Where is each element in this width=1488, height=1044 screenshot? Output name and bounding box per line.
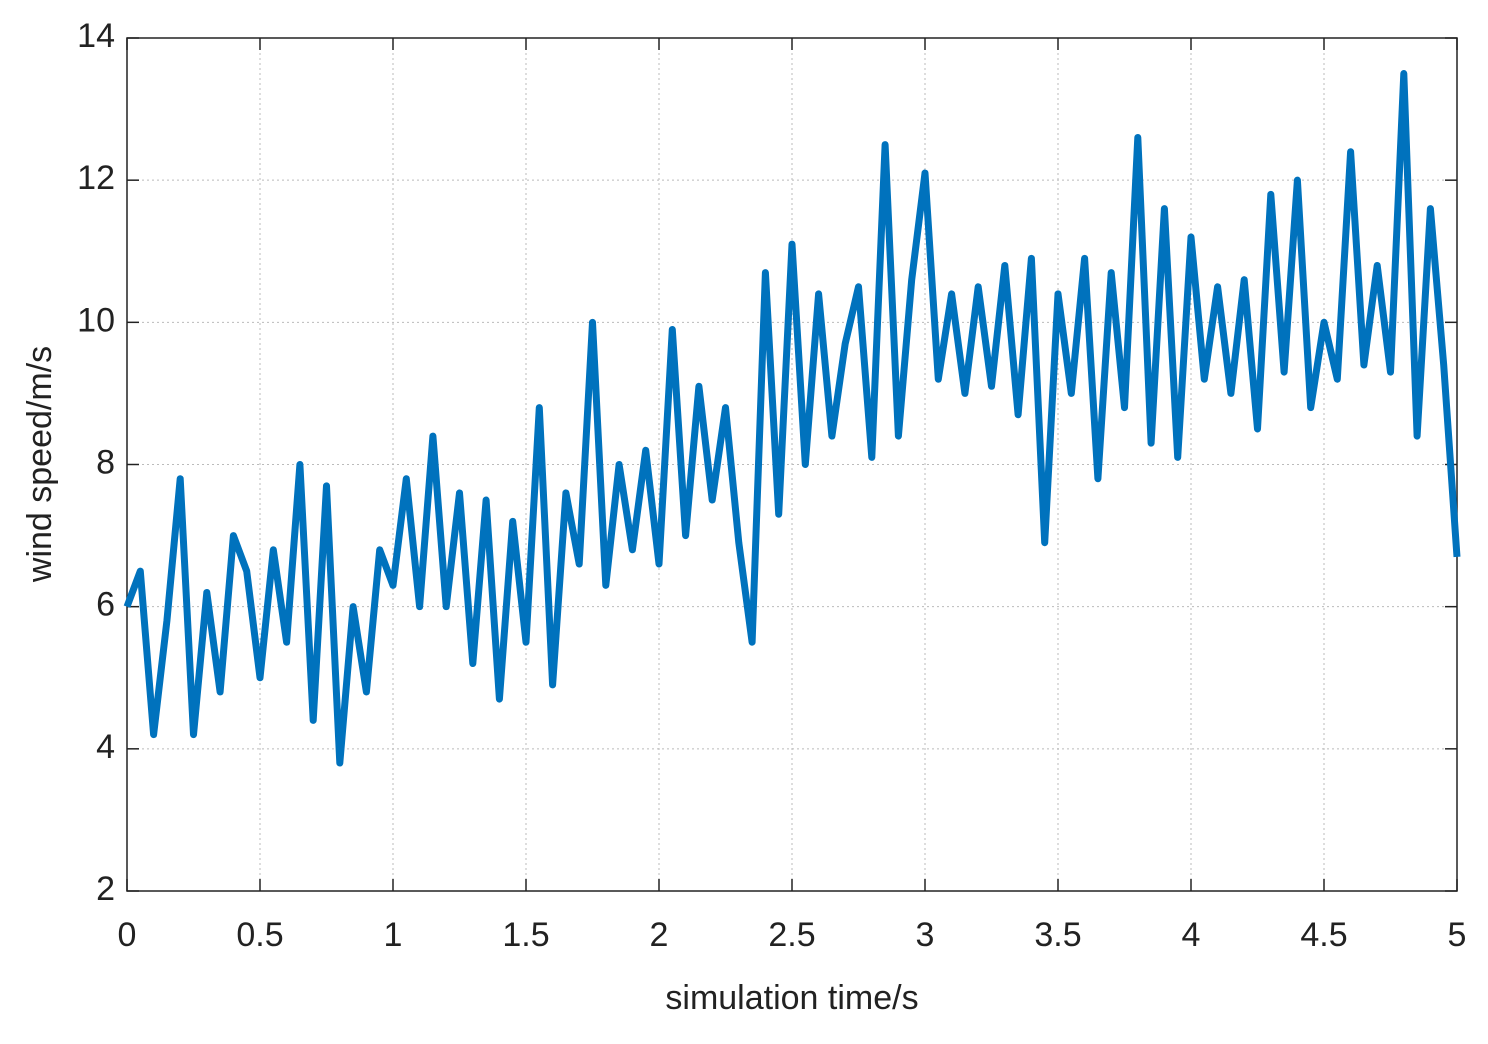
x-axis-label: simulation time/s bbox=[665, 979, 918, 1017]
x-tick-label: 2.5 bbox=[768, 916, 815, 954]
plot-frame bbox=[126, 37, 1458, 892]
x-tick-label: 3.5 bbox=[1034, 916, 1081, 954]
y-tick-label: 2 bbox=[96, 870, 115, 908]
x-tick-label: 4 bbox=[1182, 916, 1201, 954]
y-tick-label: 6 bbox=[96, 586, 115, 624]
x-tick-label: 5 bbox=[1448, 916, 1467, 954]
y-tick-label: 8 bbox=[96, 443, 115, 481]
y-tick-label: 4 bbox=[96, 728, 115, 766]
x-tick-label: 1 bbox=[384, 916, 403, 954]
y-axis-label: wind speed/m/s bbox=[21, 346, 59, 583]
x-tick-label: 3 bbox=[916, 916, 935, 954]
y-tick-label: 10 bbox=[77, 301, 115, 339]
y-tick-label: 12 bbox=[77, 159, 115, 197]
x-tick-label: 0 bbox=[118, 916, 137, 954]
x-tick-label: 1.5 bbox=[502, 916, 549, 954]
y-tick-label: 14 bbox=[77, 17, 115, 55]
data-line bbox=[123, 70, 1461, 767]
x-tick-label: 4.5 bbox=[1300, 916, 1347, 954]
x-tick-label: 0.5 bbox=[236, 916, 283, 954]
x-tick-label: 2 bbox=[650, 916, 669, 954]
